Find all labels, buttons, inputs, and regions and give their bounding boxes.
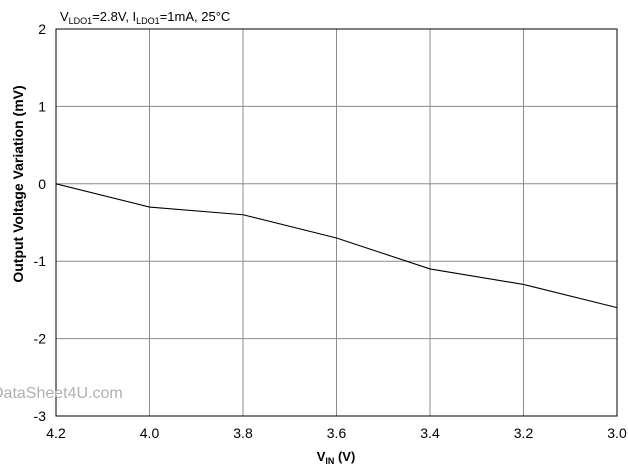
x-tick-label: 3.4	[420, 425, 440, 441]
y-tick-label: -2	[34, 331, 47, 347]
x-axis-label: VIN (V)	[317, 449, 356, 466]
series-layer	[55, 183, 618, 309]
x-tick-label: 3.0	[607, 425, 627, 441]
x-tick-label: 4.2	[46, 425, 66, 441]
x-tick-label: 3.8	[233, 425, 253, 441]
chart-title: VLDO1=2.8V, ILDO1=1mA, 25°C	[60, 9, 230, 26]
x-tick-label: 4.0	[140, 425, 160, 441]
y-tick-label: -3	[34, 408, 47, 424]
y-tick-label: 1	[38, 98, 46, 114]
grid	[55, 28, 618, 417]
series-line	[55, 183, 618, 309]
x-tick-label: 3.6	[327, 425, 347, 441]
y-tick-label: 0	[38, 176, 46, 192]
y-tick-label: 2	[38, 21, 46, 37]
y-axis-label: Output Voltage Variation (mV)	[10, 85, 26, 282]
plot-frame	[55, 28, 618, 417]
y-tick-labels: 2 1 0 -1 -2 -3	[34, 21, 47, 424]
x-tick-labels: 4.2 4.0 3.8 3.6 3.4 3.2 3.0	[46, 425, 627, 441]
x-tick-label: 3.2	[514, 425, 534, 441]
watermark: DataSheet4U.com	[0, 385, 123, 402]
y-tick-label: -1	[34, 253, 47, 269]
